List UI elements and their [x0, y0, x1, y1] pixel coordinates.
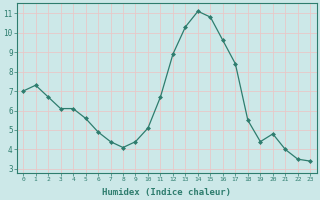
X-axis label: Humidex (Indice chaleur): Humidex (Indice chaleur) [102, 188, 231, 197]
